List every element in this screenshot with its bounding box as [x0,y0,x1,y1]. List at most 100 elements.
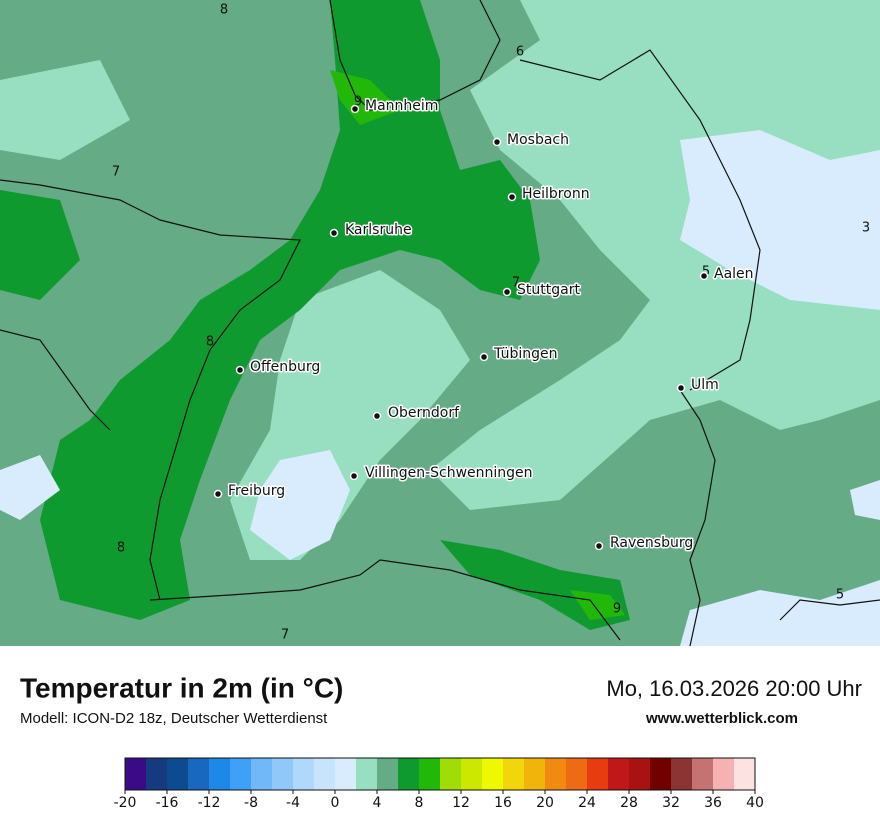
zone-0-2 [850,480,880,520]
city-dot [329,228,339,238]
colorbar-cell [734,758,755,790]
colorbar-cell [272,758,293,790]
city-dot [349,471,359,481]
contour-label: 3 [862,221,870,236]
colorbar-cell [545,758,566,790]
colorbar-cell [209,758,230,790]
city-dot [492,137,502,147]
colorbar-cell [335,758,356,790]
city-label: Mosbach [507,132,569,148]
city-dot [213,489,223,499]
contour-label: 5 [702,265,710,280]
city-label: Villingen-Schwenningen [365,465,533,481]
colorbar-cell [293,758,314,790]
colorbar-cell [524,758,545,790]
border [679,389,716,647]
zone-8-10 [330,70,400,125]
colorbar-cell [608,758,629,790]
title: Temperatur in 2m (in °C) [20,672,343,703]
colorbar-cell [398,758,419,790]
zone-0-2 [250,450,350,560]
city-dot [235,365,245,375]
colorbar-tick-label: 28 [620,795,638,811]
contour-label: 8 [220,3,228,18]
colorbar-cell [230,758,251,790]
contour-label: 7 [512,276,520,291]
city-dot [350,104,360,114]
city-dot [502,287,512,297]
city-dot [507,192,517,202]
colorbar-cell [482,758,503,790]
city-dot [699,271,709,281]
zone-2-4 [0,60,130,160]
cities: Mannheim Mosbach Heilbronn Karlsruhe Aal… [213,97,755,553]
colorbar-cell [125,758,146,790]
colorbar-cell [146,758,167,790]
colorbar-tick-label: -4 [286,795,300,811]
colorbar-cell [314,758,335,790]
colorbar-tick-label: 12 [452,795,470,811]
colorbar-tick-label: 4 [373,795,382,811]
colorbar-tick-label: -16 [156,795,179,811]
city-label: Ravensburg [610,535,693,551]
city-dot [372,411,382,421]
border [779,599,880,621]
contour-label: 9 [354,95,362,110]
city-label: Heilbronn [522,186,590,202]
colorbar-cell [629,758,650,790]
colorbar-frame [124,757,756,791]
border [149,559,621,641]
colorbar-cell [251,758,272,790]
city-label: Offenburg [250,359,320,375]
colorbar-cell [377,758,398,790]
zone-6-8 [40,0,540,620]
city-label: Ulm [691,377,719,393]
colorbar-cell [503,758,524,790]
city-label: Karlsruhe [345,222,412,238]
city-label: Aalen [714,266,754,282]
contour-label: 9 [613,602,621,617]
border [519,49,761,391]
colorbar-tick-label: 36 [704,795,722,811]
colorbar-tick-label: 24 [578,795,596,811]
colorbar-tick-label: 16 [494,795,512,811]
contour-label: 7 [281,628,289,643]
border [329,0,501,111]
border [0,179,301,601]
zone-0-2 [0,455,60,520]
city-label: Freiburg [228,483,285,499]
colorbar-tick-label: 0 [331,795,340,811]
contour-label: 6 [516,45,524,60]
zone-0-2 [680,130,880,310]
colorbar-tick-label: 8 [415,795,424,811]
colorbar-cell [356,758,377,790]
colorbar-cell [692,758,713,790]
colorbar-tick-label: 32 [662,795,680,811]
city-label: Stuttgart [517,282,580,298]
colorbar-cell [671,758,692,790]
city-dot [479,352,489,362]
subtitle: Modell: ICON-D2 18z, Deutscher Wetterdie… [20,710,328,727]
colorbar-cell [461,758,482,790]
colorbar-cell [713,758,734,790]
colorbar-cell [188,758,209,790]
contour-label: 5 [836,588,844,603]
colorbar-cell [440,758,461,790]
contour-label: 8 [117,541,125,556]
colorbar-cell [650,758,671,790]
city-dot [676,383,686,393]
zone-6-8 [0,190,80,300]
contour-label: 8 [206,335,214,350]
colorbar-cell [167,758,188,790]
city-label: Tübingen [493,346,558,362]
colorbar-tick-label: 40 [746,795,764,811]
city-label: Mannheim [365,98,438,114]
city-label: Oberndorf [388,405,460,421]
footer: Temperatur in 2m (in °C) Modell: ICON-D2… [20,672,862,727]
zone-8-10 [570,590,625,620]
colorbar-tick-label: 20 [536,795,554,811]
city-dot [594,541,604,551]
zone-0-2 [680,580,880,646]
